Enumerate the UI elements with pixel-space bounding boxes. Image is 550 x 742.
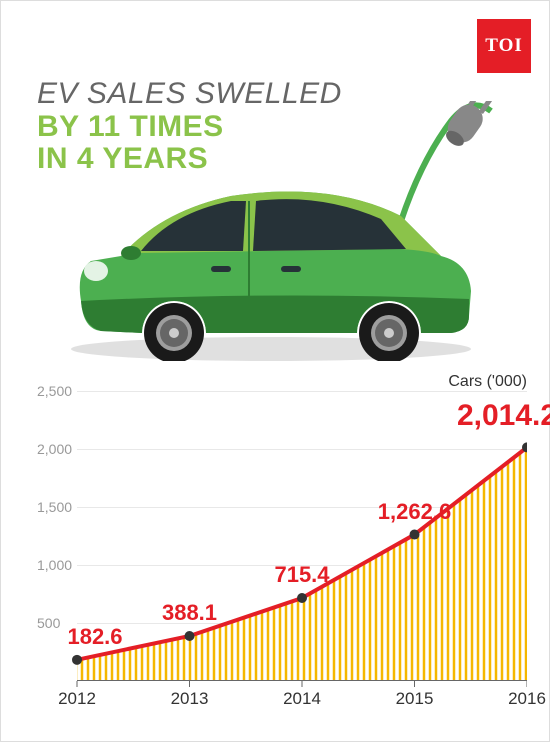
data-point xyxy=(297,593,307,603)
data-point xyxy=(72,655,82,665)
sales-chart: Cars ('000) 5001,0001,5002,0002,500 2012… xyxy=(37,381,527,711)
x-axis xyxy=(77,680,527,681)
rear-wheel xyxy=(359,303,419,361)
toi-logo: TOI xyxy=(477,19,531,73)
x-tick-label: 2012 xyxy=(58,689,96,709)
data-label: 2,014.2 xyxy=(457,399,550,433)
x-tick-label: 2014 xyxy=(283,689,321,709)
x-tick-label: 2016 xyxy=(508,689,546,709)
data-label: 1,262.6 xyxy=(378,499,451,525)
data-point xyxy=(410,530,420,540)
car-illustration xyxy=(41,101,511,361)
data-label: 182.6 xyxy=(67,624,122,650)
data-label: 388.1 xyxy=(162,600,217,626)
front-wheel xyxy=(144,303,204,361)
car-body xyxy=(71,192,471,362)
x-tick-label: 2013 xyxy=(171,689,209,709)
data-point xyxy=(185,631,195,641)
x-tick-label: 2015 xyxy=(396,689,434,709)
data-label: 715.4 xyxy=(274,562,329,588)
